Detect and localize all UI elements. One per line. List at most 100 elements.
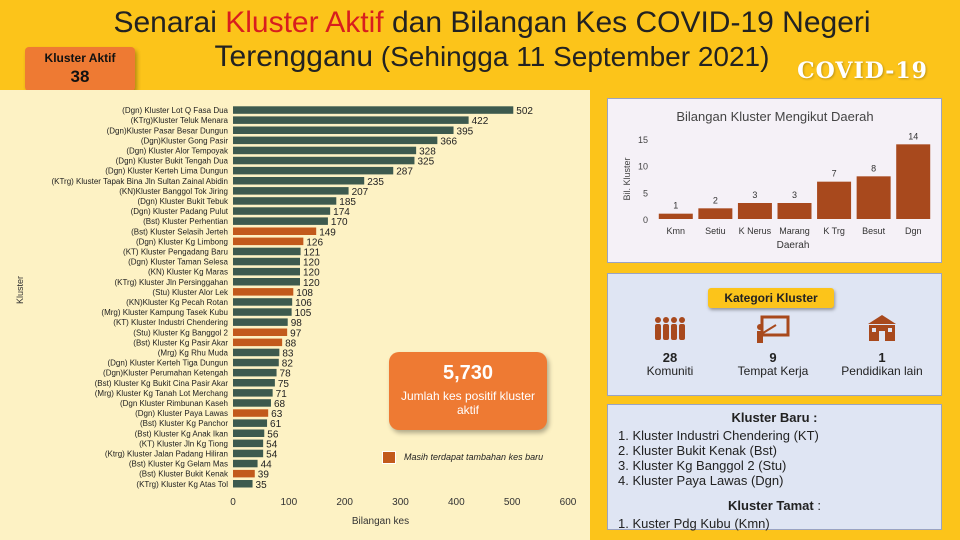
data-label: 54: [266, 449, 278, 460]
data-label: 287: [396, 167, 413, 178]
data-label: 14: [908, 131, 918, 141]
bar: [233, 146, 417, 155]
category-workplace: 9 Tempat Kerja: [723, 314, 823, 378]
y-tick-label: (Stu) Kluster Kg Banggol 2: [133, 328, 228, 337]
y-tick-label: (Dgn)Kluster Gong Pasir: [141, 136, 228, 145]
cluster-bar-chart: (Dgn) Kluster Lot Q Fasa Dua 502 (KTrg)Klu…: [15, 106, 577, 527]
data-label: 75: [278, 379, 290, 390]
data-label: 120: [303, 268, 320, 279]
workplace-label: Tempat Kerja: [737, 364, 809, 378]
y-tick-label: 0: [643, 215, 648, 225]
active-cluster-badge: Kluster Aktif 38: [25, 47, 135, 91]
y-tick-label: (Bst) Kluster Perhentian: [143, 217, 228, 226]
x-tick-label: K Trg: [823, 226, 845, 236]
bar: [233, 187, 349, 195]
x-tick-label: 0: [230, 497, 236, 508]
bar: [233, 227, 317, 235]
y-tick-label: (Dgn)Kluster Pasar Besar Dungun: [107, 126, 228, 135]
data-label: 44: [261, 460, 273, 471]
x-axis-label: Daerah: [777, 240, 810, 251]
y-tick-label: (Stu) Kluster Alor Lek: [152, 288, 229, 297]
y-tick-label: (Dgn) Kluster Padang Pulut: [131, 207, 229, 216]
y-tick-label: (Dgn) Kluster Kerteh Tiga Dungun: [107, 359, 228, 368]
data-label: 235: [367, 177, 384, 188]
new-clusters-title: Kluster Baru :: [731, 410, 818, 425]
bar: [233, 368, 277, 377]
y-tick-label: 5: [643, 188, 648, 198]
bar: [233, 399, 271, 407]
y-tick-label: (KTrg) Kluster Kg Atas Tol: [136, 480, 228, 489]
data-label: 68: [274, 399, 286, 410]
y-tick-label: (Dgn Kluster Rimbunan Kaseh: [120, 399, 228, 408]
title-highlight: Kluster Aktif: [225, 6, 384, 39]
school-icon: [832, 314, 932, 344]
new-clusters-list: 1. Kluster Industri Chendering (KT) 2. K…: [608, 428, 941, 488]
bar: [233, 409, 269, 417]
data-label: 3: [752, 190, 757, 200]
y-tick-label: (Mrg) Kg Rhu Muda: [158, 348, 229, 357]
bar: [233, 338, 283, 347]
bar: [233, 278, 300, 286]
bar: [737, 203, 772, 219]
ended-clusters-title: Kluster Tamat :: [728, 498, 821, 513]
bar: [233, 439, 264, 448]
data-label: 71: [276, 389, 288, 400]
data-label: 39: [258, 470, 270, 481]
bar: [233, 318, 288, 326]
y-tick-label: (Bst) Kluster Kg Pasir Akar: [133, 338, 228, 347]
y-tick-label: (KT) Kluster Industri Chendering: [113, 318, 228, 327]
data-label: 325: [417, 157, 434, 168]
x-tick-label: Setiu: [705, 226, 726, 236]
bar: [233, 237, 304, 246]
x-tick-label: 500: [504, 497, 521, 508]
y-tick-label: (Bst) Kluster Kg Bukit Cina Pasir Akar: [95, 379, 229, 388]
y-tick-label: (KTrg)Kluster Teluk Menara: [131, 116, 229, 125]
ended-clusters-list: 1. Kuster Pdg Kubu (Kmn): [608, 516, 941, 531]
badge-label: Kluster Aktif: [44, 51, 116, 65]
data-label: 105: [295, 308, 312, 319]
y-tick-label: (Bst) Kluster Kg Anak Ikan: [135, 429, 228, 438]
legend-swatch: [382, 451, 396, 464]
bar: [233, 358, 279, 367]
data-label: 502: [516, 106, 533, 117]
education-value: 1: [878, 350, 886, 365]
data-label: 328: [419, 146, 436, 157]
x-tick-label: Dgn: [905, 226, 922, 236]
total-cases-label: Jumlah kes positif kluster aktif: [400, 389, 536, 417]
x-tick-label: K Nerus: [739, 226, 772, 236]
bar: [233, 419, 268, 427]
data-label: 422: [472, 116, 489, 127]
data-label: 207: [352, 187, 369, 198]
x-tick-label: Marang: [779, 226, 810, 236]
data-label: 63: [271, 409, 283, 420]
y-tick-label: 15: [638, 135, 648, 145]
data-label: 3: [792, 190, 797, 200]
x-tick-label: 100: [280, 497, 297, 508]
bar: [233, 459, 258, 468]
data-label: 185: [339, 197, 356, 208]
y-tick-label: (Mrg) Kluster Kg Tanah Lot Merchang: [95, 389, 228, 398]
bar: [233, 126, 454, 134]
cluster-chart-panel: [0, 90, 590, 540]
data-label: 82: [282, 359, 294, 370]
bar: [233, 217, 328, 225]
data-label: 61: [270, 419, 282, 430]
y-tick-label: (Dgn)Kluster Perumahan Ketengah: [103, 369, 228, 378]
y-tick-label: (Dgn) Kluster Taman Selesa: [128, 258, 228, 267]
bar: [233, 429, 265, 437]
workplace-value: 9: [769, 350, 777, 365]
category-title: Kategori Kluster: [708, 288, 834, 308]
data-label: 174: [333, 207, 350, 218]
total-cases-value: 5,730: [442, 362, 494, 384]
data-label: 78: [280, 369, 292, 380]
bar: [233, 257, 300, 266]
y-tick-label: (Bst) Kluster Selasih Jerteh: [131, 227, 228, 236]
covid-logo: COVID-19: [797, 58, 928, 84]
page-title-line2: Terengganu (Sehingga 11 September 2021): [214, 40, 770, 73]
bar: [233, 177, 365, 185]
y-tick-label: (KN)Kluster Kg Pecah Rotan: [126, 298, 228, 307]
bar: [233, 449, 264, 458]
chart-title: Bilangan Kluster Mengikut Daerah: [676, 109, 873, 124]
workplace-icon: [723, 314, 823, 344]
bar: [896, 144, 931, 219]
